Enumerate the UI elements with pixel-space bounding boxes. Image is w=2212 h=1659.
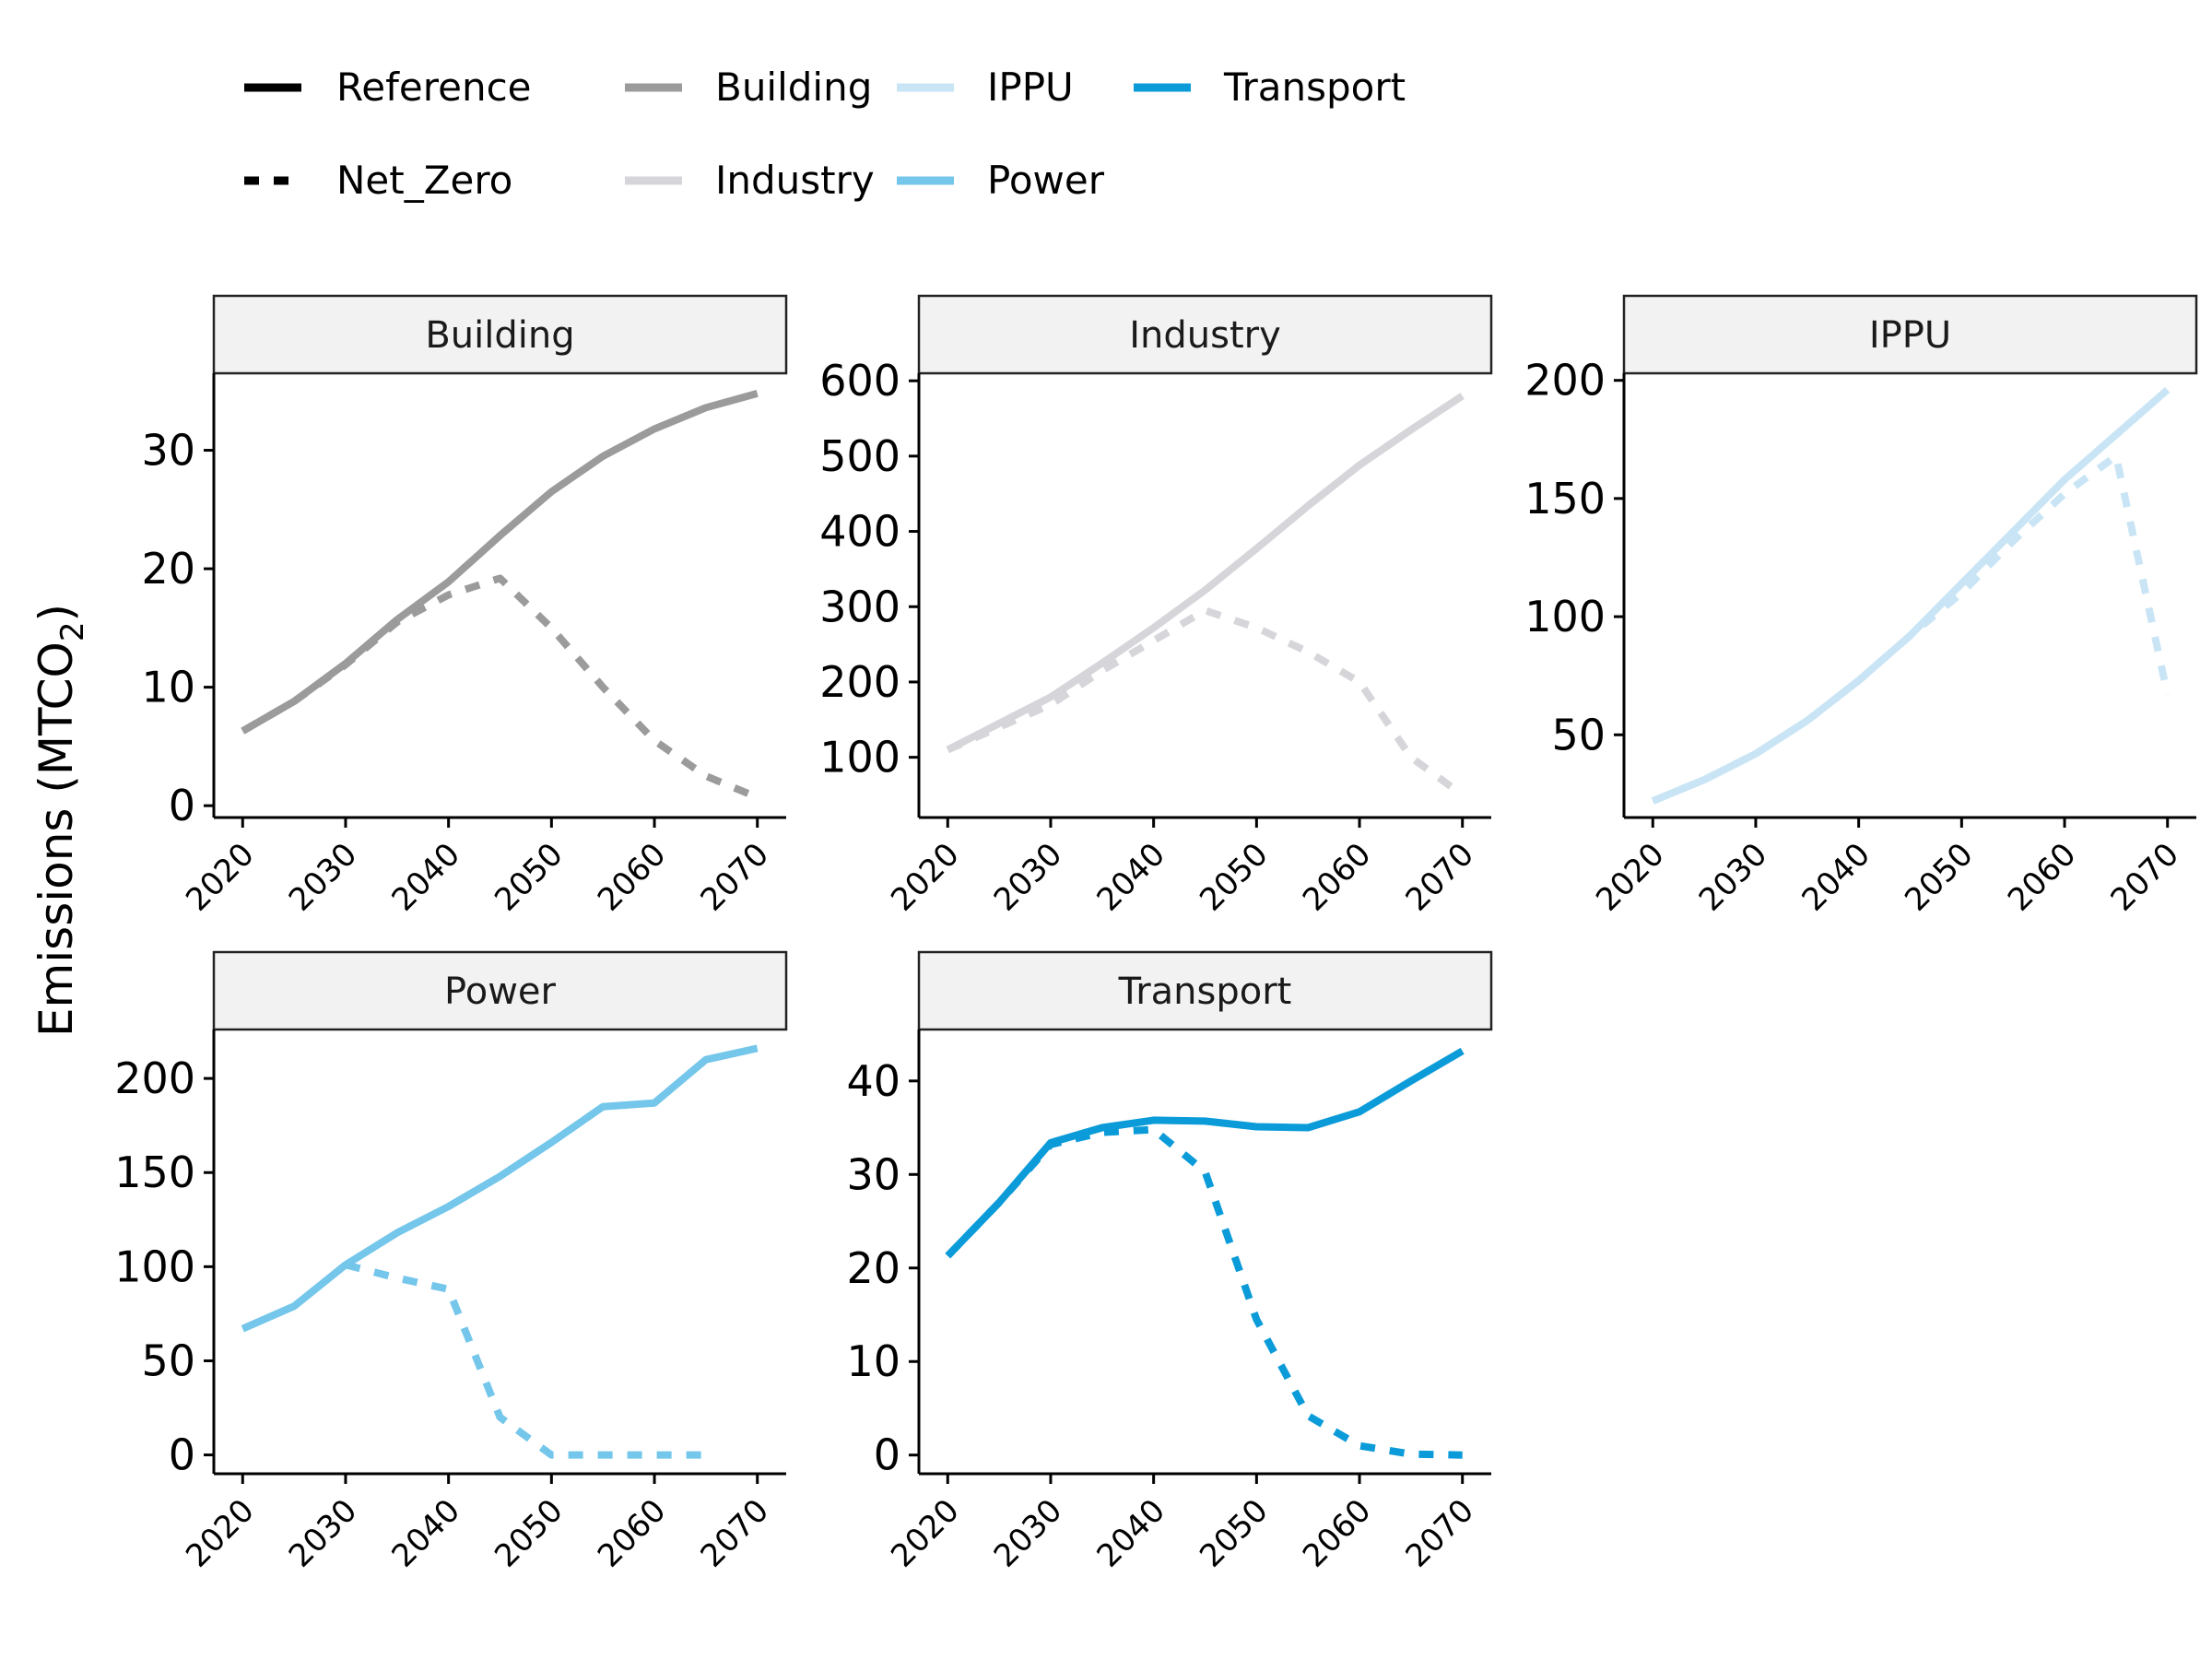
y-tick-label: 400 <box>819 507 900 557</box>
panel-ippu: IPPU 50 100 150 200 2020 2030 2040 2050 2060 2070 <box>1524 294 2198 919</box>
y-tick-label: 600 <box>819 356 900 406</box>
legend-label-power: Power <box>987 158 1105 203</box>
x-tick-label: 2040 <box>1090 1492 1172 1574</box>
series-line-power-net-zero <box>345 1261 706 1459</box>
strip-label-building: Building <box>425 314 574 357</box>
y-tick-label: 100 <box>114 1241 195 1291</box>
y-tick-label: 0 <box>874 1430 900 1480</box>
strip-label-ippu: IPPU <box>1869 314 1951 357</box>
legend-label-industry: Industry <box>715 158 875 203</box>
y-tick-label: 150 <box>114 1147 195 1197</box>
legend-label-ippu: IPPU <box>987 65 1074 110</box>
x-tick-label: 2060 <box>2001 836 2083 918</box>
legend-label-reference: Reference <box>336 65 532 110</box>
y-tick-label: 0 <box>169 781 195 830</box>
y-tick-label: 20 <box>141 544 195 594</box>
x-tick-label: 2060 <box>591 836 673 918</box>
strip-label-transport: Transport <box>1118 971 1292 1013</box>
x-tick-label: 2020 <box>884 1492 966 1574</box>
series-line-industry-net-zero <box>946 606 1465 798</box>
x-tick-label: 2070 <box>694 1492 776 1574</box>
strip-industry <box>917 294 1493 375</box>
x-tick-label: 2040 <box>385 1492 467 1574</box>
x-tick-label: 2050 <box>1193 1492 1275 1574</box>
y-tick-label: 10 <box>846 1336 900 1386</box>
series-line-power-reference <box>241 1044 759 1333</box>
strip-ippu <box>1622 294 2198 375</box>
strip-label-industry: Industry <box>1129 314 1281 357</box>
x-tick-label: 2020 <box>179 1492 261 1574</box>
x-tick-label: 2020 <box>179 836 261 918</box>
x-tick-label: 2070 <box>2104 836 2186 918</box>
y-tick-label: 200 <box>819 657 900 707</box>
series-line-transport-net-zero <box>945 1125 1463 1459</box>
x-tick-label: 2050 <box>488 1492 570 1574</box>
y-tick-label: 200 <box>1524 356 1606 406</box>
x-tick-label: 2040 <box>1090 836 1172 918</box>
y-tick-label: 200 <box>114 1053 195 1103</box>
y-tick-label: 300 <box>819 582 900 631</box>
x-tick-label: 2030 <box>987 836 1069 918</box>
y-tick-label: 150 <box>1524 474 1606 524</box>
y-tick-label: 50 <box>1551 710 1606 759</box>
x-tick-label: 2050 <box>1898 836 1980 918</box>
series-line-building-net-zero <box>241 574 759 801</box>
y-tick-label: 40 <box>846 1056 900 1106</box>
y-tick-label: 0 <box>169 1430 195 1480</box>
legend-label-building: Building <box>715 65 872 110</box>
series-line-transport-reference <box>945 1047 1465 1259</box>
x-tick-label: 2040 <box>385 836 467 918</box>
x-tick-label: 2040 <box>1795 836 1877 918</box>
y-axis-label: Emissions (MTCO2) <box>29 604 91 1037</box>
x-tick-label: 2020 <box>1589 836 1671 918</box>
x-tick-label: 2050 <box>1193 836 1275 918</box>
panel-power: Power 0 50 100 150 200 2020 2030 2040 2050 2060 207… <box>114 950 788 1575</box>
legend: Reference Net_Zero Building Industry IPPU Pow… <box>244 65 1406 203</box>
x-tick-label: 2050 <box>488 836 570 918</box>
series-line-ippu-net-zero <box>1651 452 2171 805</box>
y-tick-label: 20 <box>846 1243 900 1293</box>
y-tick-label: 100 <box>819 733 900 782</box>
strip-label-power: Power <box>444 971 556 1013</box>
x-tick-label: 2060 <box>591 1492 673 1574</box>
y-tick-label: 30 <box>141 426 195 476</box>
y-tick-label: 30 <box>846 1149 900 1199</box>
strip-transport <box>917 950 1493 1031</box>
x-tick-label: 2070 <box>694 836 776 918</box>
x-tick-label: 2030 <box>1692 836 1774 918</box>
x-tick-label: 2070 <box>1399 1492 1481 1574</box>
panel-industry: Industry 100 200 300 400 500 600 2020 2030 2040 20… <box>819 294 1493 919</box>
y-tick-label: 50 <box>141 1335 195 1385</box>
y-tick-label: 100 <box>1524 592 1606 641</box>
series-line-building-reference <box>241 390 759 735</box>
x-tick-label: 2030 <box>282 836 364 918</box>
x-tick-label: 2070 <box>1399 836 1481 918</box>
x-tick-label: 2020 <box>884 836 966 918</box>
x-tick-label: 2060 <box>1296 836 1378 918</box>
legend-label-net-zero: Net_Zero <box>336 158 512 203</box>
strip-building <box>212 294 788 375</box>
y-tick-label: 500 <box>819 431 900 481</box>
x-tick-label: 2030 <box>987 1492 1069 1574</box>
x-tick-label: 2030 <box>282 1492 364 1574</box>
x-tick-label: 2060 <box>1296 1492 1378 1574</box>
strip-power <box>212 950 788 1031</box>
y-tick-label: 10 <box>141 663 195 712</box>
series-line-ippu-reference <box>1651 386 2171 805</box>
legend-label-transport: Transport <box>1223 65 1406 110</box>
series-line-industry-reference <box>946 393 1465 754</box>
